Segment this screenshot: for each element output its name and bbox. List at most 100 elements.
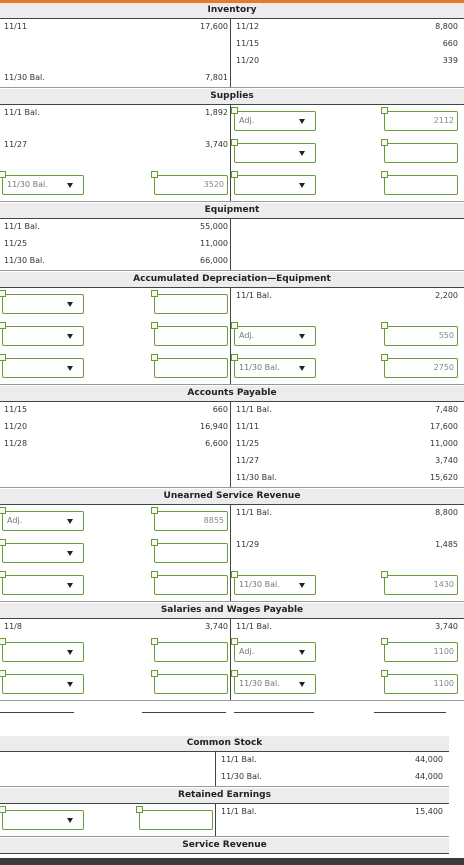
amount: 55,000: [200, 222, 228, 231]
amount: 66,000: [200, 256, 228, 265]
partial-control: [0, 712, 74, 713]
text-input[interactable]: [154, 294, 228, 314]
date-label: 11/8: [4, 622, 22, 631]
text-input[interactable]: 1100: [384, 674, 458, 694]
partial-control: [234, 712, 314, 713]
amount: 15,400: [415, 807, 443, 816]
check-tag: [151, 354, 158, 361]
check-tag: [381, 322, 388, 329]
check-tag: [151, 638, 158, 645]
amount: 17,600: [430, 422, 458, 431]
amount: 1,485: [435, 540, 458, 549]
amount: 8,800: [435, 508, 458, 517]
check-tag: [151, 539, 158, 546]
account-title: Retained Earnings: [0, 788, 449, 804]
dropdown[interactable]: Adj.: [2, 511, 84, 531]
date-label: 11/1 Bal.: [236, 405, 272, 414]
text-input[interactable]: 1100: [384, 642, 458, 662]
date-label: 11/20: [4, 422, 28, 431]
account-title: Common Stock: [0, 736, 449, 752]
date-label: 11/11: [4, 22, 28, 31]
dropdown[interactable]: [234, 175, 316, 195]
dropdown[interactable]: 11/30 Bal.: [2, 175, 84, 195]
date-label: 11/25: [4, 239, 28, 248]
text-input[interactable]: 1430: [384, 575, 458, 595]
center-line: [230, 104, 231, 201]
check-tag: [381, 171, 388, 178]
account-bottom-line: [0, 700, 464, 701]
check-tag: [0, 171, 6, 178]
dropdown[interactable]: [2, 674, 84, 694]
dropdown[interactable]: [2, 294, 84, 314]
account-title: Equipment: [0, 203, 464, 219]
dropdown[interactable]: Adj.: [234, 642, 316, 662]
text-input[interactable]: [154, 642, 228, 662]
account-bottom-line: [0, 601, 464, 602]
check-tag: [231, 638, 238, 645]
check-tag: [0, 290, 6, 297]
dropdown[interactable]: 11/30 Bal.: [234, 358, 316, 378]
date-label: 11/27: [4, 140, 28, 149]
center-line: [230, 287, 231, 384]
amount: 15,620: [430, 473, 458, 482]
dropdown[interactable]: 11/30 Bal.: [234, 575, 316, 595]
check-tag: [231, 171, 238, 178]
account-bottom-line: [0, 201, 464, 202]
dropdown[interactable]: [2, 810, 84, 830]
dropdown[interactable]: [2, 358, 84, 378]
text-input[interactable]: 8855: [154, 511, 228, 531]
text-input[interactable]: 550: [384, 326, 458, 346]
check-tag: [381, 139, 388, 146]
dropdown[interactable]: [2, 326, 84, 346]
check-tag: [231, 322, 238, 329]
text-input[interactable]: [384, 143, 458, 163]
date-label: 11/28: [4, 439, 28, 448]
amount: 16,940: [200, 422, 228, 431]
text-input[interactable]: [154, 358, 228, 378]
text-input[interactable]: [384, 175, 458, 195]
account-bottom-line: [0, 87, 464, 88]
date-label: 11/30 Bal.: [4, 73, 45, 82]
dropdown[interactable]: [2, 543, 84, 563]
amount: 3,740: [435, 622, 458, 631]
check-tag: [151, 571, 158, 578]
amount: 3,740: [435, 456, 458, 465]
center-line: [230, 401, 231, 487]
check-tag: [231, 571, 238, 578]
dropdown[interactable]: [234, 143, 316, 163]
text-input[interactable]: 3520: [154, 175, 228, 195]
date-label: 11/29: [236, 540, 260, 549]
account-title: Accounts Payable: [0, 386, 464, 402]
dropdown[interactable]: [2, 575, 84, 595]
amount: 339: [442, 56, 458, 65]
bottom-bar: [0, 858, 464, 865]
check-tag: [381, 670, 388, 677]
account-title: Unearned Service Revenue: [0, 489, 464, 505]
text-input[interactable]: [154, 575, 228, 595]
date-label: 11/15: [4, 405, 28, 414]
date-label: 11/30 Bal.: [236, 473, 277, 482]
text-input[interactable]: 2112: [384, 111, 458, 131]
dropdown[interactable]: [2, 642, 84, 662]
date-label: 11/1 Bal.: [236, 508, 272, 517]
center-line: [215, 803, 216, 836]
date-label: 11/1 Bal.: [4, 108, 40, 117]
text-input[interactable]: [154, 543, 228, 563]
dropdown[interactable]: 11/30 Bal.: [234, 674, 316, 694]
amount: 660: [212, 405, 228, 414]
check-tag: [136, 806, 143, 813]
dropdown[interactable]: Adj.: [234, 326, 316, 346]
dropdown[interactable]: Adj.: [234, 111, 316, 131]
text-input[interactable]: [154, 674, 228, 694]
amount: 660: [442, 39, 458, 48]
account-title: Inventory: [0, 3, 464, 19]
date-label: 11/30 Bal.: [4, 256, 45, 265]
partial-control: [374, 712, 446, 713]
text-input[interactable]: [139, 810, 213, 830]
date-label: 11/12: [236, 22, 260, 31]
check-tag: [381, 638, 388, 645]
check-tag: [151, 171, 158, 178]
text-input[interactable]: 2750: [384, 358, 458, 378]
text-input[interactable]: [154, 326, 228, 346]
